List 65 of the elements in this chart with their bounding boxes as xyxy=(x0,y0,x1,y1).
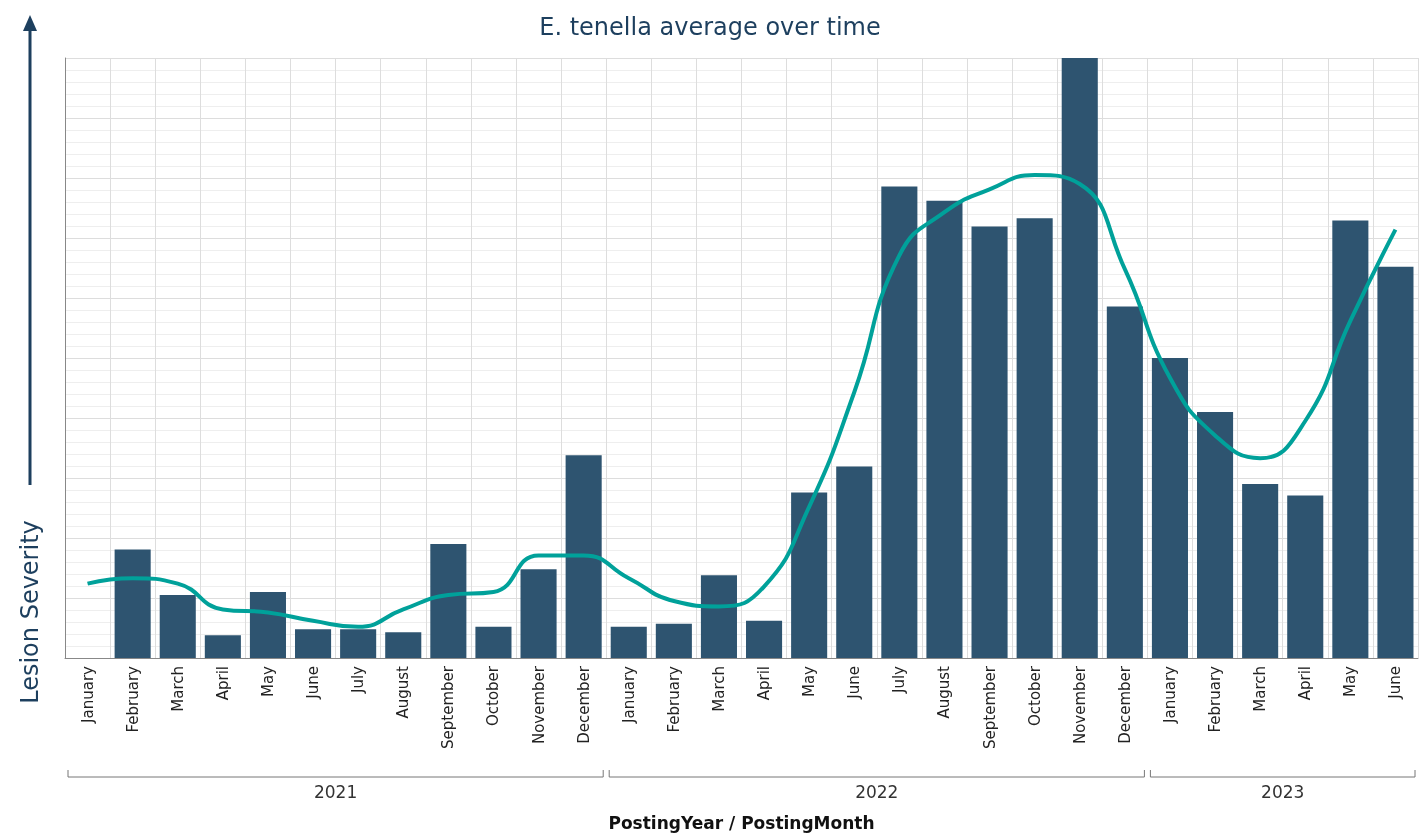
bar xyxy=(520,569,557,658)
x-tick-label: June xyxy=(304,666,323,700)
bar xyxy=(1061,58,1098,658)
x-axis-title: PostingYear / PostingMonth xyxy=(608,812,875,833)
bar xyxy=(1377,266,1414,658)
x-tick-label: November xyxy=(529,665,548,745)
x-tick-label: February xyxy=(1206,665,1225,733)
text: 2023 xyxy=(1261,782,1305,802)
x-tick-label: February xyxy=(664,665,683,733)
x-tick-label: September xyxy=(439,665,458,749)
x-tick-label: April xyxy=(755,666,774,701)
bar xyxy=(114,549,151,658)
bar xyxy=(1287,495,1324,658)
x-tick-label: August xyxy=(394,665,413,719)
bar xyxy=(340,629,377,658)
bar xyxy=(655,623,692,658)
bar xyxy=(836,466,873,658)
x-tick-label: August xyxy=(935,665,954,719)
x-tick-label: July xyxy=(349,665,368,694)
x-tick-label: February xyxy=(123,665,142,733)
x-tick-label: May xyxy=(1341,665,1360,698)
bar xyxy=(1106,306,1143,658)
x-tick-label: January xyxy=(619,665,638,724)
chart-title: E. tenella average over time xyxy=(539,13,881,41)
x-tick-label: March xyxy=(709,666,728,712)
bar xyxy=(204,635,241,658)
x-tick-label: November xyxy=(1070,665,1089,745)
x-tick-label: May xyxy=(258,665,277,698)
x-tick-label: October xyxy=(484,665,503,727)
bar xyxy=(1016,218,1053,658)
bar xyxy=(475,626,512,658)
bar xyxy=(700,575,737,658)
x-tick-label: January xyxy=(1160,665,1179,724)
bar xyxy=(1197,412,1234,658)
bar xyxy=(249,592,286,658)
bar xyxy=(881,186,918,658)
x-tick-label: December xyxy=(1115,665,1134,744)
y-axis-title: Lesion Severity xyxy=(16,520,44,704)
x-tick-label: June xyxy=(1386,666,1405,700)
bar xyxy=(159,595,196,658)
bar xyxy=(1151,358,1188,658)
bar xyxy=(926,200,963,658)
x-tick-label: December xyxy=(574,665,593,744)
bar xyxy=(385,632,422,658)
bar xyxy=(971,226,1008,658)
x-tick-label: September xyxy=(980,665,999,749)
x-tick-label: May xyxy=(800,665,819,698)
x-tick-label: April xyxy=(1296,666,1315,701)
bar xyxy=(430,544,467,658)
bar xyxy=(565,455,602,658)
bar xyxy=(610,626,647,658)
bar xyxy=(295,629,332,658)
bar xyxy=(746,620,783,658)
x-tick-label: October xyxy=(1025,665,1044,727)
text: 2021 xyxy=(313,782,358,802)
text: 2022 xyxy=(855,782,899,802)
bar xyxy=(1332,220,1369,658)
x-tick-label: April xyxy=(213,666,232,701)
x-tick-label: July xyxy=(890,665,909,694)
bar xyxy=(1242,484,1279,658)
x-tick-label: January xyxy=(78,665,97,724)
x-tick-label: March xyxy=(1251,666,1270,712)
x-tick-label: June xyxy=(845,666,864,700)
x-tick-label: March xyxy=(168,666,187,712)
bar xyxy=(791,492,828,658)
